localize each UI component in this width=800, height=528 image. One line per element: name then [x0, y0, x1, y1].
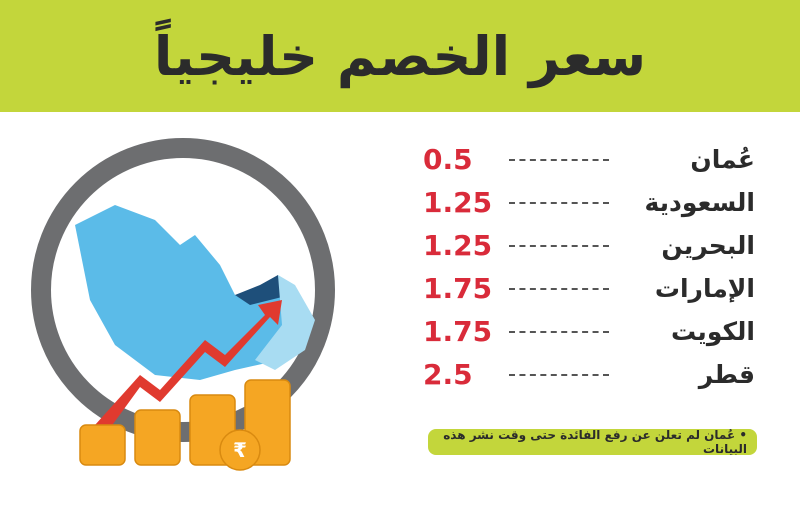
dashed-leader [509, 244, 609, 247]
rate-value: 0.5 [423, 143, 473, 176]
rate-row: الإمارات 1.75 [415, 267, 755, 310]
footnote: • عُمان لم تعلن عن رفع الفائدة حتى وقت ن… [428, 428, 757, 456]
country-name: السعودية [644, 188, 755, 217]
rate-value: 1.25 [423, 229, 493, 262]
rate-row: قطر 2.5 [415, 353, 755, 396]
rising-arrow-icon [95, 300, 282, 435]
oman-map [255, 275, 315, 370]
country-name: قطر [698, 360, 755, 389]
ring [31, 138, 335, 442]
country-name: الإمارات [654, 274, 755, 303]
header-banner: سعر الخصم خليجياً [0, 0, 800, 112]
coin-stacks-icon [79, 379, 291, 471]
rate-value: 1.75 [423, 272, 493, 305]
rate-value: 1.25 [423, 186, 493, 219]
rate-row: البحرين 1.25 [415, 224, 755, 267]
dashed-leader [509, 330, 609, 333]
rates-list: عُمان 0.5 السعودية 1.25 البحرين 1.25 الإمار… [415, 138, 755, 396]
rate-row: الكويت 1.75 [415, 310, 755, 353]
country-name: عُمان [690, 145, 755, 174]
rate-value: 1.75 [423, 315, 493, 348]
dashed-leader [509, 287, 609, 290]
country-name: البحرين [661, 231, 755, 260]
rate-value: 2.5 [423, 358, 473, 391]
uae-map [235, 275, 282, 305]
page-title: سعر الخصم خليجياً [153, 24, 647, 88]
dashed-leader [509, 201, 609, 204]
rate-row: السعودية 1.25 [415, 181, 755, 224]
dashed-leader [509, 373, 609, 376]
rate-row: عُمان 0.5 [415, 138, 755, 181]
gulf-map-illustration: ₹ [31, 138, 335, 471]
rupee-icon: ₹ [233, 438, 247, 462]
dashed-leader [509, 158, 609, 161]
country-name: الكويت [670, 317, 755, 346]
